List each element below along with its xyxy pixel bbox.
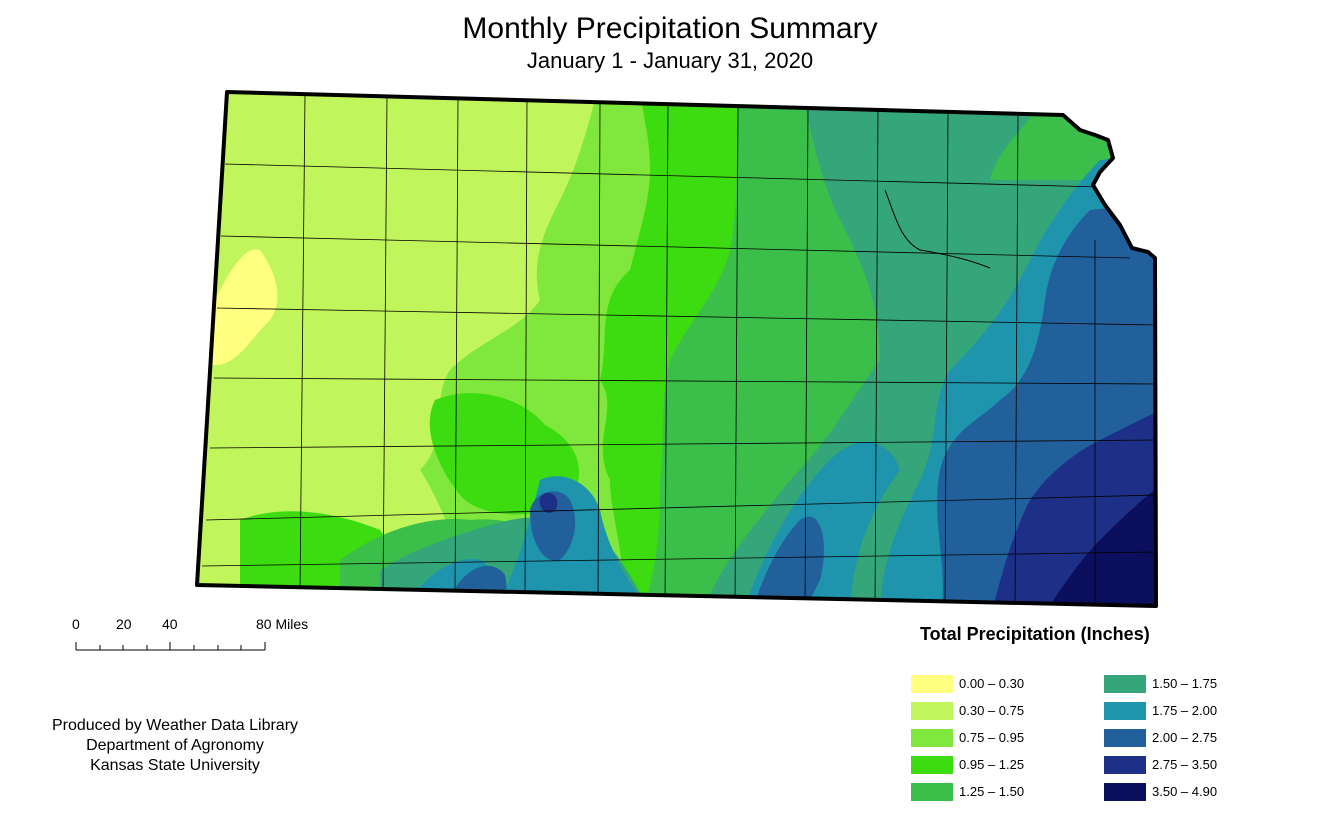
legend-label: 0.95 – 1.25 <box>959 757 1025 772</box>
scale-bar: 0 20 40 80 Miles <box>68 616 328 656</box>
credit-line-3: Kansas State University <box>90 757 260 774</box>
legend-swatch <box>911 756 953 774</box>
legend-label: 1.75 – 2.00 <box>1152 703 1218 718</box>
kansas-state-outline <box>195 90 1158 608</box>
legend-swatch <box>911 729 953 747</box>
legend-swatch <box>1104 729 1146 747</box>
map-title: Monthly Precipitation Summary <box>462 12 878 45</box>
legend-swatch <box>911 783 953 801</box>
scale-label-0: 0 <box>72 616 80 632</box>
legend-label: 0.00 – 0.30 <box>959 676 1025 691</box>
precipitation-zones <box>197 92 1156 606</box>
scale-label-80-miles: 80 Miles <box>256 616 309 632</box>
map-subtitle: January 1 - January 31, 2020 <box>526 48 814 73</box>
legend-label: 0.30 – 0.75 <box>959 703 1025 718</box>
legend-swatch <box>911 675 953 693</box>
legend-label: 1.50 – 1.75 <box>1152 676 1218 691</box>
credit-line-1: Produced by Weather Data Library <box>51 717 299 734</box>
legend-label: 3.50 – 4.90 <box>1152 784 1218 799</box>
legend-swatch <box>1104 675 1146 693</box>
scale-label-20: 20 <box>116 616 132 632</box>
legend-swatch <box>911 702 953 720</box>
scale-ruler <box>75 642 266 651</box>
credits: Produced by Weather Data Library Departm… <box>20 716 330 776</box>
legend-swatch <box>1104 783 1146 801</box>
legend-label: 1.25 – 1.50 <box>959 784 1025 799</box>
legend-swatch <box>1104 756 1146 774</box>
legend-label: 0.75 – 0.95 <box>959 730 1025 745</box>
legend-title: Total Precipitation (Inches) <box>920 624 1150 644</box>
county-boundaries <box>201 94 1156 606</box>
scale-label-40: 40 <box>162 616 178 632</box>
credit-line-2: Department of Agronomy <box>86 737 264 754</box>
legend-label: 2.75 – 3.50 <box>1152 757 1218 772</box>
legend-label: 2.00 – 2.75 <box>1152 730 1218 745</box>
legend-swatch <box>1104 702 1146 720</box>
